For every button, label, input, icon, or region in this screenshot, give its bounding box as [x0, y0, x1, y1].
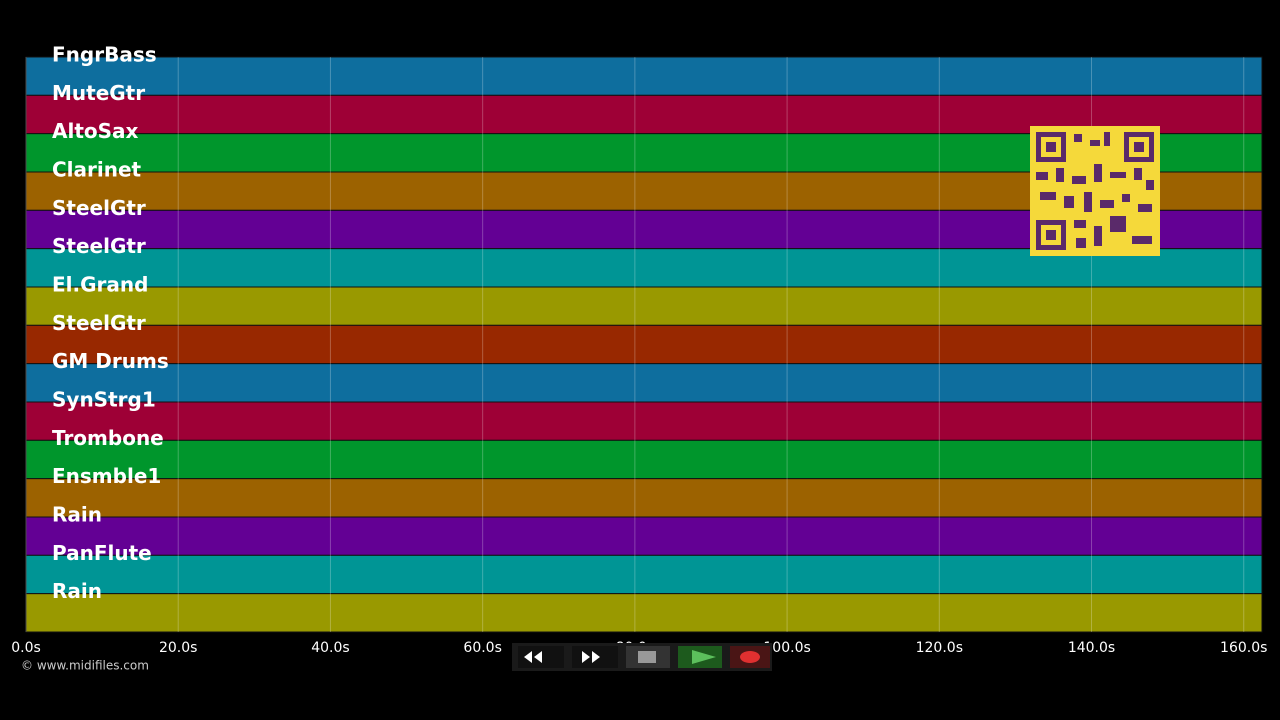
- track-lane: [25, 439, 1263, 480]
- track-label: Clarinet: [52, 158, 142, 182]
- credit: © www.midifiles.com: [21, 659, 149, 673]
- stop-button[interactable]: [626, 646, 670, 668]
- forward-button[interactable]: [572, 646, 618, 668]
- track-label: MuteGtr: [52, 81, 145, 105]
- track-lane: [25, 324, 1263, 365]
- qr-code: [1030, 126, 1160, 256]
- track-lane: [25, 516, 1263, 556]
- track-label: Rain: [52, 503, 102, 527]
- track-label: SteelGtr: [52, 234, 146, 258]
- track-lane: [25, 593, 1263, 633]
- time-tick-label: 120.0s: [916, 640, 963, 656]
- track-lane: [25, 56, 1263, 96]
- time-tick-label: 0.0s: [11, 640, 41, 656]
- track-label: SteelGtr: [52, 196, 146, 220]
- record-button[interactable]: [730, 646, 770, 668]
- time-tick-label: 60.0s: [463, 640, 501, 656]
- time-tick-label: 40.0s: [311, 640, 349, 656]
- track-label: Ensmble1: [52, 464, 161, 488]
- rewind-button[interactable]: [518, 646, 564, 668]
- track-lane: [25, 478, 1263, 518]
- time-tick-label: 140.0s: [1068, 640, 1115, 656]
- track-label: AltoSax: [52, 119, 139, 143]
- track-label: El.Grand: [52, 273, 148, 297]
- time-tick-label: 20.0s: [159, 640, 197, 656]
- track-label: PanFlute: [52, 541, 152, 565]
- track-lane: [25, 401, 1263, 441]
- track-label: GM Drums: [52, 349, 169, 373]
- track-lane: [25, 363, 1263, 403]
- transport-controls: [512, 643, 772, 671]
- track-labels: FngrBass MuteGtr AltoSax Clarinet SteelGtr St…: [52, 43, 169, 604]
- track-label: Rain: [52, 579, 102, 603]
- track-label: SteelGtr: [52, 311, 146, 335]
- track-lane: [25, 554, 1263, 595]
- time-tick-label: 160.0s: [1220, 640, 1267, 656]
- play-button[interactable]: [678, 646, 722, 668]
- track-label: FngrBass: [52, 43, 157, 67]
- track-label: Trombone: [52, 426, 164, 450]
- track-label: SynStrg1: [52, 388, 156, 412]
- track-lane: [25, 286, 1263, 326]
- time-tick-label: 100.0s: [763, 640, 810, 656]
